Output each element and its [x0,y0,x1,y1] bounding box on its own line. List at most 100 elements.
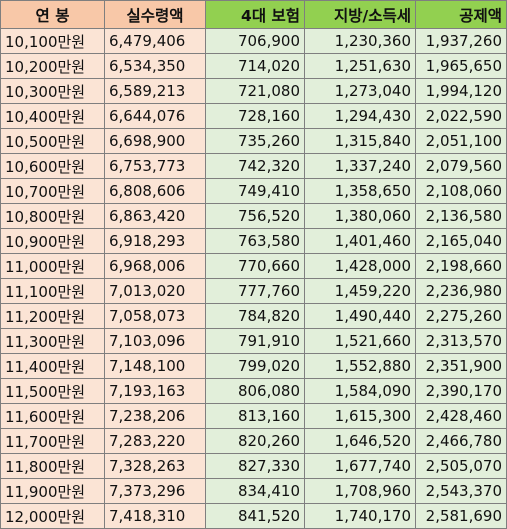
cell-local-income-tax: 1,490,440 [304,303,416,329]
cell-salary: 10,600만원 [0,153,105,179]
table-row: 10,300만원 6,589,213 721,080 1,273,040 1,994,1… [0,78,507,104]
cell-local-income-tax: 1,708,960 [304,478,416,504]
cell-salary: 11,800만원 [0,453,105,479]
cell-net-monthly: 6,644,076 [104,103,206,129]
cell-insurance: 806,080 [205,378,305,404]
table-row: 11,400만원 7,148,100 799,020 1,552,880 2,351,9… [0,353,507,379]
cell-deduction: 2,236,980 [415,278,507,304]
table-row: 10,400만원 6,644,076 728,160 1,294,430 2,022,5… [0,103,507,129]
cell-local-income-tax: 1,584,090 [304,378,416,404]
cell-insurance: 728,160 [205,103,305,129]
cell-deduction: 2,581,690 [415,503,507,529]
cell-insurance: 706,900 [205,28,305,54]
cell-local-income-tax: 1,646,520 [304,428,416,454]
cell-deduction: 1,937,260 [415,28,507,54]
cell-local-income-tax: 1,251,630 [304,53,416,79]
cell-insurance: 827,330 [205,453,305,479]
cell-salary: 10,900만원 [0,228,105,254]
cell-insurance: 813,160 [205,403,305,429]
cell-net-monthly: 6,753,773 [104,153,206,179]
cell-salary: 10,200만원 [0,53,105,79]
cell-deduction: 2,051,100 [415,128,507,154]
table-row: 11,800만원 7,328,263 827,330 1,677,740 2,505,0… [0,453,507,479]
table-row: 10,500만원 6,698,900 735,260 1,315,840 2,051,1… [0,128,507,154]
cell-deduction: 2,165,040 [415,228,507,254]
cell-net-monthly: 7,193,163 [104,378,206,404]
cell-deduction: 2,505,070 [415,453,507,479]
cell-insurance: 763,580 [205,228,305,254]
cell-insurance: 714,020 [205,53,305,79]
cell-local-income-tax: 1,294,430 [304,103,416,129]
table-row: 12,000만원 7,418,310 841,520 1,740,170 2,581,6… [0,503,507,529]
table-row: 11,900만원 7,373,296 834,410 1,708,960 2,543,3… [0,478,507,504]
cell-salary: 10,700만원 [0,178,105,204]
cell-deduction: 2,198,660 [415,253,507,279]
cell-salary: 10,100만원 [0,28,105,54]
cell-insurance: 777,760 [205,278,305,304]
table-row: 10,100만원 6,479,406 706,900 1,230,360 1,937,2… [0,28,507,54]
cell-insurance: 834,410 [205,478,305,504]
cell-insurance: 721,080 [205,78,305,104]
cell-net-monthly: 6,479,406 [104,28,206,54]
table-row: 11,300만원 7,103,096 791,910 1,521,660 2,313,5… [0,328,507,354]
cell-deduction: 2,079,560 [415,153,507,179]
table-row: 10,600만원 6,753,773 742,320 1,337,240 2,079,5… [0,153,507,179]
header-salary: 연 봉 [0,0,105,29]
cell-deduction: 2,390,170 [415,378,507,404]
table-body: 10,100만원 6,479,406 706,900 1,230,360 1,937,2… [0,28,507,529]
table-row: 10,700만원 6,808,606 749,410 1,358,650 2,108,0… [0,178,507,204]
cell-net-monthly: 7,058,073 [104,303,206,329]
cell-local-income-tax: 1,230,360 [304,28,416,54]
table-row: 11,700만원 7,283,220 820,260 1,646,520 2,466,7… [0,428,507,454]
cell-local-income-tax: 1,315,840 [304,128,416,154]
cell-salary: 11,600만원 [0,403,105,429]
cell-salary: 11,900만원 [0,478,105,504]
cell-net-monthly: 7,103,096 [104,328,206,354]
cell-deduction: 2,313,570 [415,328,507,354]
header-row: 연 봉 실수령액 4대 보험 지방/소득세 공제액 [0,0,507,29]
cell-local-income-tax: 1,273,040 [304,78,416,104]
cell-local-income-tax: 1,337,240 [304,153,416,179]
cell-insurance: 742,320 [205,153,305,179]
cell-net-monthly: 7,013,020 [104,278,206,304]
cell-local-income-tax: 1,740,170 [304,503,416,529]
cell-insurance: 784,820 [205,303,305,329]
header-net-monthly: 실수령액 [104,0,206,29]
cell-local-income-tax: 1,521,660 [304,328,416,354]
cell-deduction: 1,994,120 [415,78,507,104]
cell-insurance: 756,520 [205,203,305,229]
cell-net-monthly: 7,238,206 [104,403,206,429]
header-local-income-tax: 지방/소득세 [304,0,416,29]
cell-salary: 10,300만원 [0,78,105,104]
cell-deduction: 2,022,590 [415,103,507,129]
table-row: 11,100만원 7,013,020 777,760 1,459,220 2,236,9… [0,278,507,304]
cell-net-monthly: 7,328,263 [104,453,206,479]
cell-insurance: 799,020 [205,353,305,379]
cell-local-income-tax: 1,380,060 [304,203,416,229]
cell-local-income-tax: 1,459,220 [304,278,416,304]
cell-local-income-tax: 1,428,000 [304,253,416,279]
cell-net-monthly: 7,283,220 [104,428,206,454]
cell-salary: 11,500만원 [0,378,105,404]
cell-salary: 11,200만원 [0,303,105,329]
cell-net-monthly: 7,148,100 [104,353,206,379]
cell-local-income-tax: 1,677,740 [304,453,416,479]
table-header: 연 봉 실수령액 4대 보험 지방/소득세 공제액 [0,0,507,29]
header-insurance: 4대 보험 [205,0,305,29]
cell-deduction: 2,136,580 [415,203,507,229]
cell-salary: 11,400만원 [0,353,105,379]
cell-net-monthly: 6,968,006 [104,253,206,279]
cell-net-monthly: 7,373,296 [104,478,206,504]
cell-insurance: 820,260 [205,428,305,454]
cell-net-monthly: 6,918,293 [104,228,206,254]
cell-net-monthly: 6,589,213 [104,78,206,104]
cell-local-income-tax: 1,401,460 [304,228,416,254]
cell-salary: 11,100만원 [0,278,105,304]
cell-salary: 10,800만원 [0,203,105,229]
cell-net-monthly: 6,534,350 [104,53,206,79]
cell-insurance: 791,910 [205,328,305,354]
cell-insurance: 749,410 [205,178,305,204]
cell-deduction: 2,543,370 [415,478,507,504]
cell-net-monthly: 6,808,606 [104,178,206,204]
